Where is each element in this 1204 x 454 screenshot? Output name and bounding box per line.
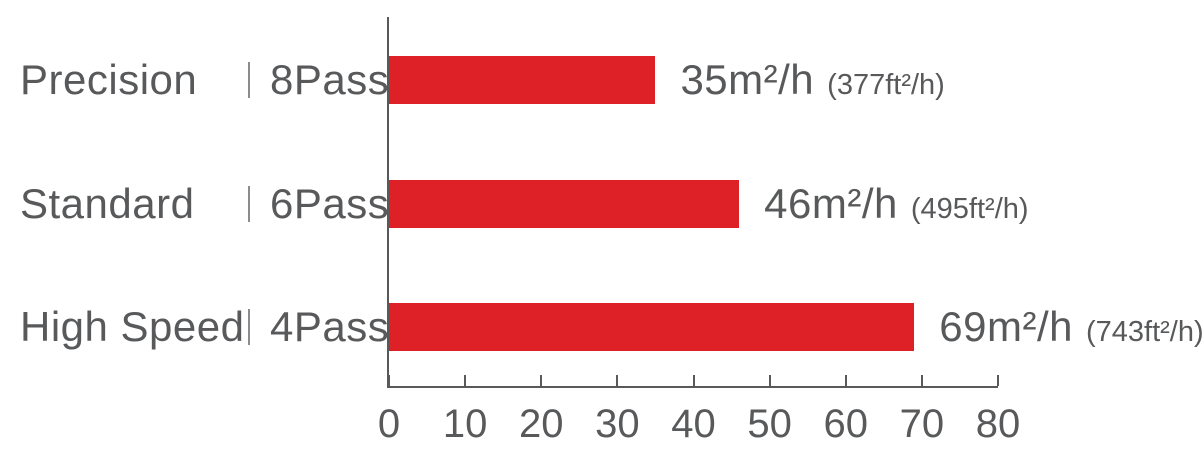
value-imperial: (377ft²/h): [827, 69, 945, 101]
axis-tick-label: 0: [377, 402, 401, 446]
mode-label: Standard: [20, 180, 195, 227]
axis-tick: [768, 375, 771, 386]
axis-tick: [540, 375, 543, 386]
value-label: 69m²/h (743ft²/h): [939, 303, 1203, 351]
axis-tick-label: 60: [823, 402, 869, 446]
row-label: High Speed 4Pass: [20, 303, 389, 351]
pass-label: 4Pass: [270, 303, 390, 350]
pass-label: 8Pass: [270, 56, 390, 103]
row-label: Precision 8Pass: [20, 56, 389, 104]
axis-tick: [616, 375, 619, 386]
axis-tick: [920, 375, 923, 386]
axis-tick: [388, 375, 390, 386]
plot-area: 35m²/h (377ft²/h) 46m²/h (495ft²/h) 69m²/h…: [378, 17, 1204, 446]
value-imperial: (743ft²/h): [1085, 316, 1204, 348]
value-label: 35m²/h (377ft²/h): [680, 56, 944, 104]
value-metric: 46m²/h: [764, 180, 898, 227]
value-metric: 35m²/h: [680, 56, 815, 103]
axis-tick-label: 70: [899, 402, 945, 446]
separator-bar: [248, 62, 250, 98]
separator-bar: [248, 309, 250, 345]
value-imperial: (495ft²/h): [910, 193, 1029, 225]
speed-bar: [389, 180, 740, 228]
mode-label: Precision: [20, 56, 198, 103]
value-metric: 69m²/h: [939, 303, 1073, 350]
axis-tick: [692, 375, 695, 386]
speed-bar: [389, 303, 915, 351]
separator-bar: [248, 186, 250, 222]
axis-tick: [844, 375, 847, 386]
axis-tick: [464, 375, 467, 386]
mode-label: High Speed: [20, 303, 245, 350]
axis-tick-label: 80: [975, 402, 1021, 446]
axis-tick-label: 10: [442, 402, 488, 446]
axis-tick-label: 50: [747, 402, 792, 446]
speed-bar: [389, 56, 656, 104]
axis-tick-label: 40: [671, 402, 716, 446]
axis-tick-label: 30: [595, 402, 640, 446]
pass-label: 6Pass: [270, 180, 390, 227]
value-label: 46m²/h (495ft²/h): [764, 180, 1028, 228]
axis-tick-label: 20: [519, 402, 564, 446]
row-label: Standard 6Pass: [20, 180, 389, 228]
axis-tick: [997, 375, 999, 386]
